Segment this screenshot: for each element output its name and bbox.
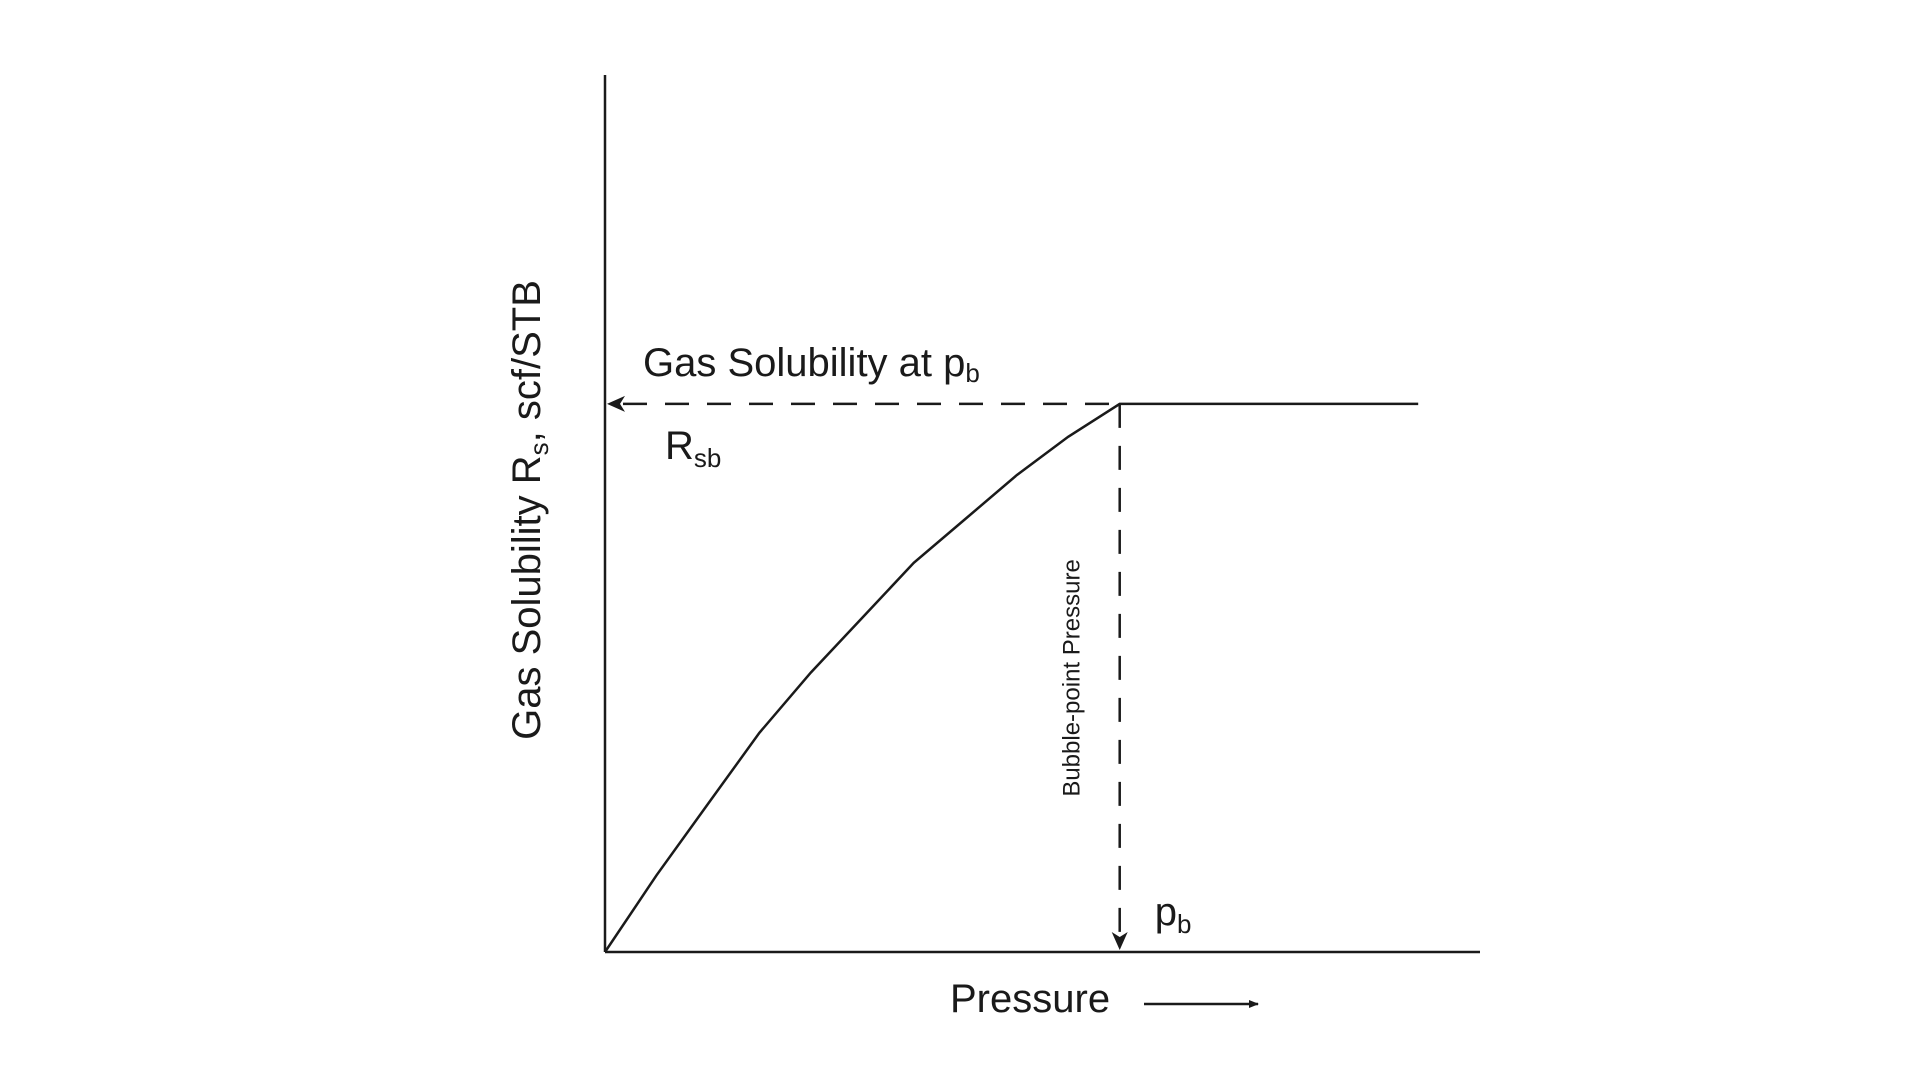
rsb-arrowhead (607, 395, 625, 412)
rsb-symbol-label: Rsb (665, 424, 721, 473)
pb-symbol-label: pb (1155, 890, 1192, 939)
pb-arrowhead (1111, 932, 1128, 950)
bubble-point-label: Bubble-point Pressure (1059, 559, 1086, 796)
rsb-symbol-subscript: sb (694, 443, 721, 473)
y-axis-label: Gas Solubility Rs, scf/STB (505, 280, 554, 740)
y-axis-label-subscript: s (524, 442, 554, 455)
rsb-callout-label: Gas Solubility at pb (643, 341, 980, 388)
solubility-curve (603, 402, 1419, 953)
x-axis-label: Pressure (950, 977, 1110, 1021)
pb-symbol-subscript: b (1177, 909, 1191, 939)
rsb-callout-subscript: b (965, 358, 979, 388)
